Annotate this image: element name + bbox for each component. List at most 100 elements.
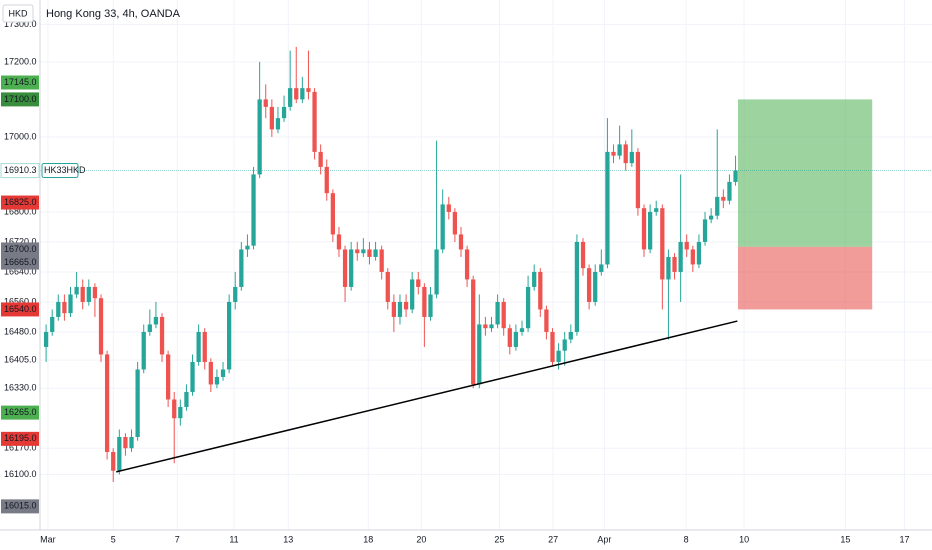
price-tag — [1, 195, 39, 210]
y-tick-label: 16560.0 — [4, 296, 37, 306]
y-tick-label: 17200.0 — [4, 56, 37, 66]
last-price-tag — [0, 163, 40, 179]
candle-body — [336, 234, 342, 250]
candle-body — [220, 369, 226, 377]
candle-body — [385, 271, 390, 302]
candle-body — [324, 166, 329, 194]
y-tick-label: 17300.0 — [4, 19, 37, 29]
candle-body — [550, 331, 555, 362]
symbol-tag — [41, 163, 79, 179]
candle-body — [721, 196, 726, 201]
candle-body — [666, 256, 671, 280]
candle-body — [678, 241, 683, 272]
candle-body — [373, 249, 378, 257]
candle-body — [227, 301, 232, 370]
price-tag-label: 17100.0 — [4, 94, 37, 104]
candle-body — [428, 294, 433, 317]
candle-body — [519, 328, 525, 332]
candle-body — [288, 88, 293, 107]
candle-body — [263, 99, 268, 107]
candle-body — [269, 106, 274, 130]
candle-body — [507, 328, 512, 347]
y-tick-label: 16170.0 — [4, 443, 37, 453]
x-tick-label: 10 — [739, 534, 749, 544]
candle-body — [306, 88, 311, 92]
candle-body — [147, 324, 152, 332]
candle-body — [458, 234, 464, 250]
candle-body — [62, 301, 67, 314]
candle-body — [342, 249, 348, 287]
candle-body — [452, 211, 458, 235]
candle-body — [483, 324, 488, 329]
candle-body — [580, 241, 586, 269]
candle-body — [660, 208, 665, 280]
candle-body — [696, 241, 702, 265]
currency-box[interactable] — [2, 4, 34, 23]
candle-body — [556, 350, 561, 362]
candle-body — [525, 286, 531, 329]
grid — [40, 0, 932, 530]
candle-body — [159, 316, 165, 355]
price-tag — [1, 499, 39, 514]
candle-body — [300, 88, 305, 100]
price-tag — [1, 431, 39, 446]
candle-body — [464, 249, 470, 280]
candle-body — [403, 301, 409, 310]
candle-body — [196, 331, 201, 362]
candle-body — [43, 331, 49, 347]
candle-body — [727, 181, 732, 201]
candle-body — [208, 361, 213, 385]
candle-body — [281, 106, 287, 119]
candle-body — [202, 331, 207, 362]
candle-body — [501, 301, 506, 329]
price-tag — [1, 75, 39, 90]
candle-body — [178, 406, 183, 419]
candle-body — [568, 331, 573, 340]
candle-body — [733, 170, 738, 182]
candle-body — [92, 286, 98, 299]
x-tick-label: 13 — [283, 534, 293, 544]
price-tag — [1, 92, 39, 107]
loss-zone — [737, 246, 873, 310]
candle-body — [635, 151, 641, 209]
candle-body — [172, 399, 177, 419]
candle-body — [391, 301, 397, 317]
symbol-label: HK33HKD — [44, 165, 86, 175]
marks — [40, 46, 932, 482]
candle-body — [397, 301, 403, 317]
price-tag-label: 17145.0 — [4, 77, 37, 87]
candle-body — [416, 279, 421, 287]
candle-body — [702, 219, 708, 242]
candle-body — [593, 271, 598, 302]
candle-body — [80, 286, 85, 302]
price-tag-label: 16700.0 — [4, 244, 37, 254]
candle-body — [495, 301, 500, 325]
candle-body — [538, 271, 543, 310]
chart-title: Hong Kong 33, 4h, OANDA — [46, 8, 181, 20]
x-tick-label: 18 — [363, 534, 373, 544]
candle-body — [410, 279, 415, 310]
candle-body — [586, 268, 592, 302]
candle-body — [74, 286, 79, 295]
candle-body — [184, 391, 189, 407]
y-tick-label: 16405.0 — [4, 354, 37, 364]
candle-body — [513, 331, 519, 347]
candle-body — [56, 301, 61, 317]
candle-body — [605, 151, 610, 265]
price-tag-label: 16665.0 — [4, 257, 37, 267]
candle-body — [629, 151, 634, 164]
x-tick-label: 27 — [548, 534, 558, 544]
candle-body — [422, 286, 427, 317]
candle-body — [611, 151, 616, 156]
price-tag-label: 16540.0 — [4, 304, 37, 314]
candle-body — [245, 245, 250, 250]
price-tag — [1, 302, 39, 317]
price-tag-label: 16195.0 — [4, 433, 37, 443]
y-tick-label: 16640.0 — [4, 266, 37, 276]
candle-body — [574, 241, 580, 332]
x-tick-label: 7 — [175, 534, 180, 544]
candle-body — [690, 249, 695, 265]
candle-body — [50, 316, 55, 332]
